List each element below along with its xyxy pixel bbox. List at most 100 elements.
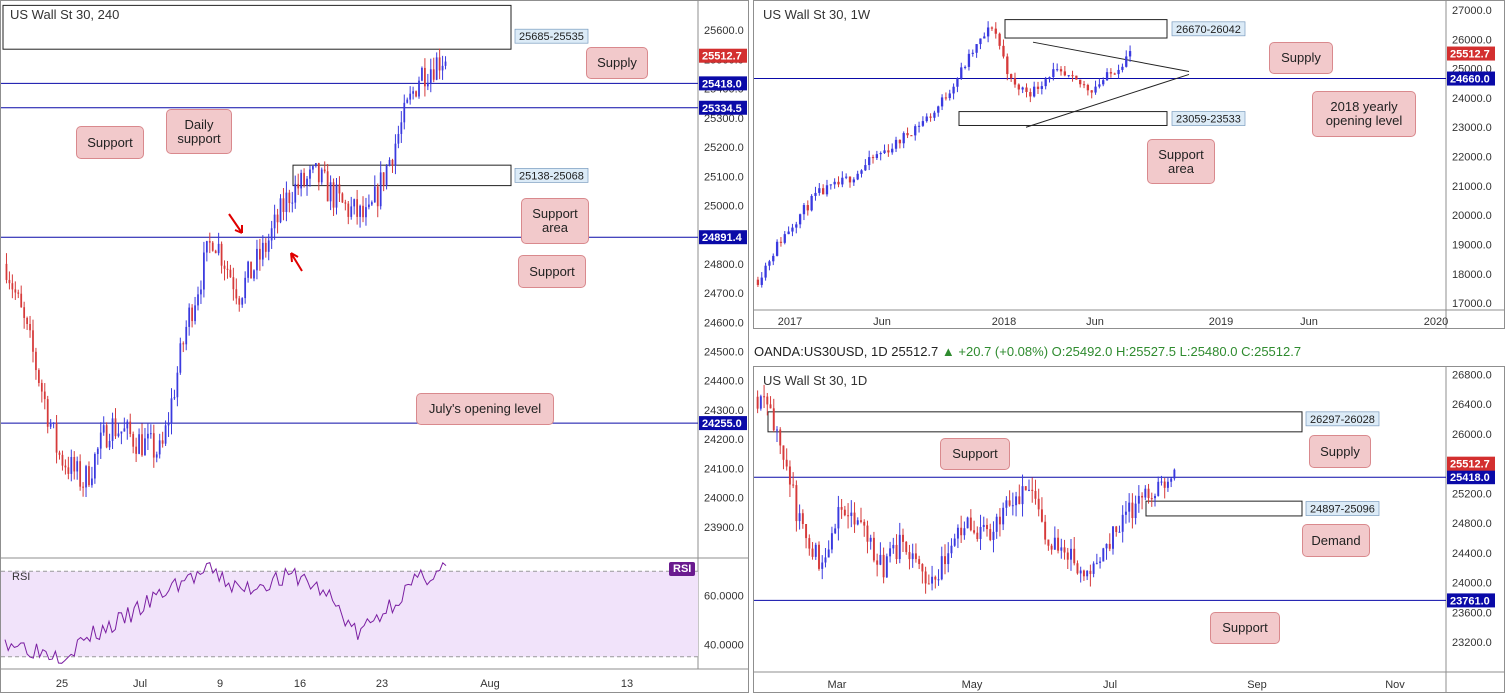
h4-supply-zone-label-bg: [514, 28, 589, 44]
daily-y-tick-label: 24000.0: [1452, 578, 1492, 590]
daily-candle-body: [811, 548, 814, 557]
h4-candle-body: [35, 351, 37, 371]
daily-callout-support-bottom: Support: [1210, 612, 1280, 644]
h4-candle-body: [223, 265, 226, 269]
weekly-candle-body: [841, 177, 844, 185]
weekly-chart-svg[interactable]: 27000.026000.025000.024000.023000.022000…: [754, 1, 1505, 329]
h4-level-badge: 24891.4: [702, 232, 743, 244]
daily-candle-body: [979, 527, 982, 539]
h4-candle-body: [362, 205, 364, 218]
weekly-candle-body: [802, 205, 806, 215]
rsi-badge[interactable]: RSI: [669, 562, 696, 576]
h4-candle-body: [320, 169, 323, 183]
daily-candle-body: [805, 524, 808, 539]
weekly-y-tick-label: 27000.0: [1452, 5, 1492, 17]
daily-candle-body: [1108, 543, 1111, 549]
weekly-candle-body: [956, 78, 959, 87]
daily-candle-body: [1137, 495, 1140, 504]
daily-candle-body: [973, 530, 976, 533]
weekly-support-area-label-bg: [1171, 111, 1246, 126]
h4-candle-body: [235, 289, 238, 299]
weekly-candle-body: [1006, 56, 1009, 75]
h4-candle-body: [267, 240, 270, 252]
h4-level-badge-bg: [699, 100, 747, 115]
daily-candle-body: [1160, 481, 1163, 483]
daily-candle-body: [1095, 562, 1098, 564]
weekly-candle-body: [1082, 84, 1086, 86]
weekly-candle-body: [845, 176, 848, 178]
weekly-candle-body: [868, 157, 871, 166]
weekly-candle-body: [971, 52, 974, 54]
h4-candle-body: [285, 192, 288, 212]
h4-x-tick-label: Jul: [133, 678, 147, 690]
info-low: L:25480.0: [1179, 344, 1238, 359]
daily-level-badge-bg: [1447, 470, 1495, 485]
info-symbol: OANDA:US30USD, 1D: [754, 344, 888, 359]
h4-chart-panel[interactable]: 25600.025500.025400.025300.025200.025100…: [0, 0, 749, 693]
weekly-candle-body: [1094, 86, 1097, 93]
weekly-candle-body: [1033, 86, 1036, 97]
weekly-supply-zone-label: 26670-26042: [1176, 24, 1241, 36]
h4-level-badge-bg: [699, 230, 747, 245]
h4-candle-body: [335, 184, 338, 208]
daily-candle-body: [1102, 548, 1105, 562]
weekly-candle-body: [852, 179, 855, 183]
h4-chart-title: US Wall St 30, 240: [10, 7, 120, 22]
daily-candle-body: [931, 576, 934, 584]
daily-candle-body: [982, 524, 985, 528]
daily-callout-support: Support: [940, 438, 1010, 470]
h4-candle-body: [403, 102, 406, 123]
h4-candle-body: [353, 199, 356, 207]
daily-chart-svg[interactable]: 26800.026400.026000.025600.025200.024800…: [754, 367, 1505, 693]
rsi-line: [4, 561, 447, 664]
daily-candle-body: [1040, 509, 1043, 522]
weekly-chart-panel[interactable]: 27000.0 26000.0 25000.0 24000.0 23000.0 22000…: [753, 0, 1505, 329]
weekly-y-tick-label: 26000.0: [1452, 34, 1492, 46]
weekly-candle-body: [917, 125, 921, 127]
weekly-candle-body: [1029, 91, 1032, 97]
daily-candle-body: [1121, 514, 1124, 532]
h4-candle-body: [426, 82, 429, 87]
daily-candle-body: [763, 396, 766, 398]
up-triangle-icon: ▲: [941, 344, 955, 359]
h4-candle-body: [55, 422, 58, 453]
h4-chart-svg[interactable]: 25600.025500.025400.025300.025200.025100…: [1, 1, 749, 693]
daily-y-tick-label: 24400.0: [1452, 548, 1492, 560]
h4-candle-body: [226, 268, 229, 270]
h4-candle-body: [356, 199, 359, 217]
h4-candle-body: [297, 183, 300, 189]
weekly-x-tick-label: 2019: [1209, 316, 1233, 328]
h4-candle-body: [129, 421, 132, 435]
h4-candle-body: [58, 452, 61, 455]
daily-chart-panel[interactable]: 26800.026400.026000.025600.025200.024800…: [753, 366, 1505, 693]
h4-candle-body: [344, 202, 347, 204]
daily-candle-body: [1005, 500, 1008, 508]
weekly-candle-body: [1040, 86, 1043, 89]
h4-y-tick-label: 24300.0: [704, 405, 744, 417]
h4-candle-body: [67, 467, 70, 474]
daily-candle-body: [1037, 498, 1040, 510]
h4-candle-body: [111, 418, 114, 441]
daily-candle-body: [924, 571, 927, 584]
weekly-candle-body: [779, 241, 783, 243]
weekly-candle-body: [818, 188, 821, 193]
daily-candle-body: [792, 484, 795, 486]
daily-candle-body: [937, 579, 940, 581]
weekly-candle-body: [1048, 77, 1051, 80]
h4-candle-body: [373, 186, 376, 203]
weekly-candle-body: [1128, 51, 1132, 57]
weekly-candle-body: [921, 121, 925, 126]
daily-candle-body: [918, 559, 921, 565]
daily-candle-body: [1099, 561, 1102, 563]
weekly-candle-body: [875, 154, 879, 159]
daily-chart-title: US Wall St 30, 1D: [763, 373, 868, 388]
weekly-candle-body: [1075, 75, 1078, 80]
daily-candle-body: [950, 545, 953, 554]
h4-candle-body: [8, 279, 11, 284]
weekly-candle-body: [929, 116, 932, 118]
h4-candle-body: [347, 203, 350, 217]
daily-candle-body: [801, 513, 804, 525]
h4-candle-body: [5, 263, 8, 280]
weekly-candle-body: [756, 279, 760, 285]
h4-x-tick-label: 23: [376, 678, 388, 690]
